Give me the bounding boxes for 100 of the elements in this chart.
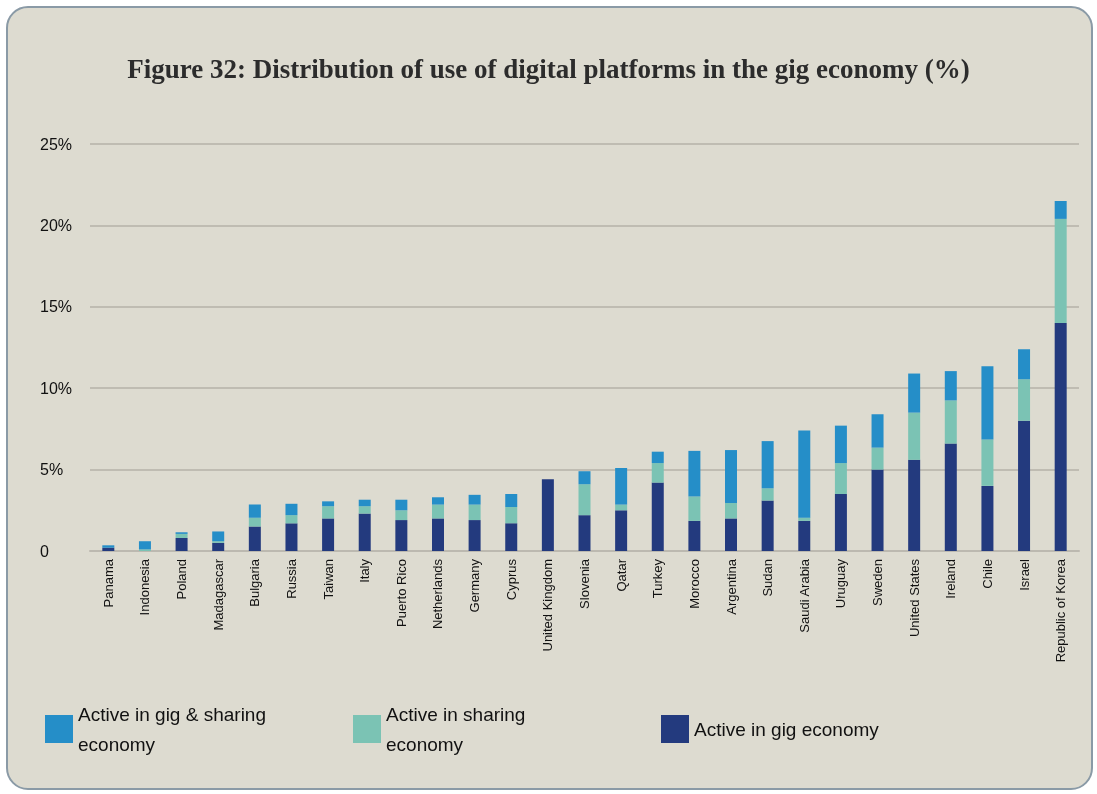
bar [431,497,444,505]
bar [908,459,921,551]
bar [212,531,225,542]
bar [688,520,701,551]
bar [651,482,664,551]
x-tick-label: Slovenia [577,558,592,609]
bar [651,451,664,464]
x-tick-label: Panama [100,558,116,608]
y-tick-label: 5% [40,461,64,479]
bar [981,366,994,440]
bar [578,484,591,516]
bar [322,506,335,519]
bar [798,430,811,518]
bar [322,518,335,551]
y-tick-label: 20% [40,216,73,234]
bar [322,501,335,507]
x-tick-label: Indonesia [137,558,153,616]
x-tick-label: Sweden [870,559,886,606]
bar [944,443,957,551]
bar [578,515,591,551]
bar [285,503,298,516]
x-tick-label: Cyprus [503,558,519,601]
x-tick-label: Poland [174,559,190,600]
bar [395,499,408,511]
bar [431,518,444,551]
x-tick-label: Taiwan [320,559,336,600]
x-tick-label: Puerto Rico [393,559,409,627]
y-tick-label: 15% [40,298,73,316]
bar [1054,218,1067,324]
bar [871,469,884,551]
bar [981,439,994,486]
bar [505,523,518,551]
bar [834,425,847,464]
y-tick-label: 25% [40,135,73,153]
bar [505,494,518,508]
bar [468,520,481,551]
bar [395,510,408,521]
x-tick-label: Ireland [943,559,959,599]
x-tick-label: Turkey [650,558,666,599]
x-tick-label: Germany [467,558,483,613]
x-tick-label: United Kingdom [540,559,556,652]
bar [175,537,188,551]
bar [358,513,371,551]
bar [798,520,811,551]
bar [358,506,371,514]
y-tick-label: 0 [40,542,49,560]
bar [358,499,371,507]
bar [761,488,774,501]
bar [944,371,957,401]
bar [248,526,261,551]
bar [761,441,774,489]
bar [1054,200,1067,219]
bar [541,479,554,551]
bar [871,447,884,470]
bar [761,500,774,551]
bar [725,502,738,519]
bar [285,523,298,551]
legend-label: Active in sharing economy [386,703,531,755]
bar [651,463,664,483]
bar [1018,379,1031,421]
bar [944,400,957,444]
bar [395,520,408,551]
bar [1054,323,1067,551]
x-tick-label: Saudi Arabia [796,558,812,633]
x-tick-label: Madagascar [210,558,226,631]
bar [1018,349,1031,380]
x-tick-label: Morocco [686,559,702,609]
x-tick-label: United States [906,558,922,638]
bar [248,517,261,527]
bar [285,515,298,524]
x-tick-label: Uruguay [833,558,849,609]
y-tick-label: 10% [40,379,73,397]
bar [688,450,701,497]
bar [578,471,591,485]
bar [908,412,921,460]
bar [871,414,884,448]
bar [505,507,518,524]
x-tick-label: Qatar [613,558,629,592]
bar [175,533,188,538]
x-tick-label: Russia [283,558,299,599]
bar [798,517,811,521]
x-tick-label: Chile [979,559,995,589]
bar [1018,420,1031,551]
bar [908,373,921,413]
bar [688,496,701,521]
bar [138,541,151,550]
bar [248,504,261,518]
x-tick-label: Bulgaria [247,558,263,607]
bar [725,450,738,503]
bar [725,518,738,551]
bar [431,504,444,519]
bar [468,504,481,521]
legend-label: Active in gig & sharing economy [78,703,272,755]
x-tick-label: Sudan [760,559,776,597]
x-tick-label: Republic of Korea [1053,558,1069,663]
x-tick-label: Italy [357,558,373,583]
bar [981,485,994,551]
legend-label: Active in gig economy [694,718,880,740]
bar [468,494,481,505]
x-tick-label: Netherlands [430,558,446,630]
